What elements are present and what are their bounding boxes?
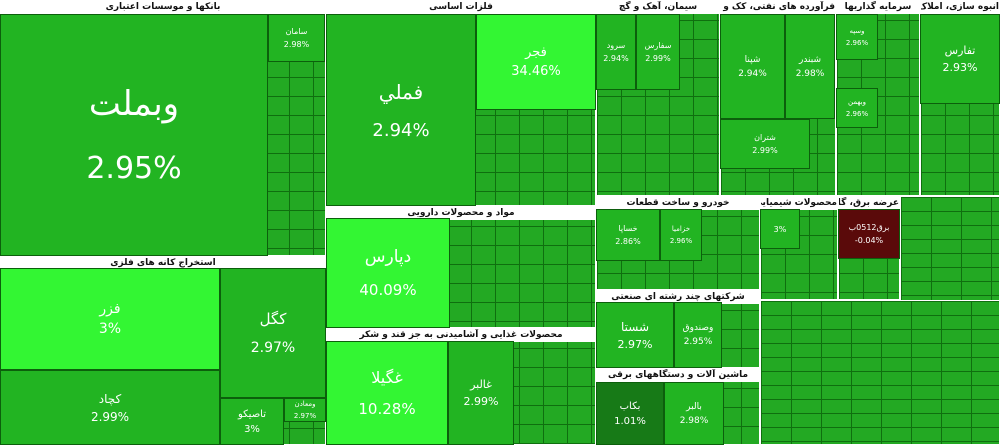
- tile: کگل 2.97%: [220, 268, 326, 398]
- tile-name: فملي: [378, 79, 424, 104]
- tile-name: وبهمن: [848, 98, 866, 106]
- tile-change: 2.99%: [463, 395, 499, 408]
- tile-change: 2.99%: [90, 409, 130, 424]
- tile: بکاب 1.01%: [596, 382, 664, 445]
- tile: سامان 2.98%: [268, 14, 325, 62]
- tile-change: 40.09%: [359, 280, 417, 299]
- tile: ومعادن 2.97%: [284, 398, 326, 422]
- tile: غگیلا 10.28%: [326, 341, 448, 445]
- tile: فزر 3%: [0, 268, 220, 370]
- tile: فجر 34.46%: [476, 14, 596, 110]
- tile-name: دپارس: [364, 247, 412, 268]
- tile-change: 2.98%: [679, 415, 709, 426]
- sector-title: سیمان، آهک و گچ: [597, 1, 719, 14]
- sector-title: مواد و محصولات دارویی: [327, 207, 595, 220]
- tile-change: 3%: [773, 224, 787, 234]
- tile: وسپه 2.96%: [836, 14, 878, 60]
- tile-name: شستا: [620, 319, 650, 334]
- sector-title: عرضه برق، گاز، بخاروآب گرم: [839, 197, 899, 210]
- tile-name: وصندوق: [682, 323, 714, 333]
- tile-name: شتران: [754, 133, 776, 142]
- tile-change: 1.01%: [614, 415, 646, 427]
- tile-change: 2.98%: [795, 68, 825, 79]
- tile: غالبر 2.99%: [448, 341, 514, 445]
- tile-change: 3%: [244, 423, 260, 435]
- tile-change: 2.97%: [250, 340, 296, 356]
- tile-change: 2.97%: [617, 337, 653, 351]
- tile-name: فجر: [525, 45, 547, 60]
- tile-name: وسپه: [849, 27, 865, 35]
- tile-change: 2.95%: [683, 337, 713, 347]
- tile-name: سامان: [285, 27, 308, 36]
- tile-change: 10.28%: [358, 399, 416, 418]
- tile-change: 2.97%: [293, 412, 317, 420]
- tile: خساپا 2.86%: [596, 209, 660, 261]
- sector-title: سرمایه گذاریها: [837, 1, 919, 14]
- tile-name: تاصیکو: [237, 408, 267, 420]
- tile-name: غالبر: [470, 378, 492, 391]
- tile: خزامیا 2.96%: [660, 209, 702, 261]
- tile-change: 2.95%: [86, 151, 182, 187]
- tile: وبملت 2.95%: [0, 14, 268, 256]
- tile: دپارس 40.09%: [326, 218, 450, 328]
- tile: شبندر 2.98%: [785, 14, 835, 119]
- tile-name: بکاب: [619, 400, 641, 412]
- tile-change: 3%: [98, 321, 122, 337]
- tile-name: وبملت: [88, 83, 180, 124]
- tile: برق0512ب -0.04%: [838, 209, 900, 259]
- filler-region: [760, 300, 1000, 445]
- sector-title: فرآورده های نفتی، کک و سوخت هسته ای: [721, 1, 835, 14]
- tile-name: شپنا: [744, 54, 761, 65]
- tile: سفارس 2.99%: [636, 14, 680, 90]
- tile-change: 2.93%: [942, 61, 978, 74]
- tile: شتران 2.99%: [720, 119, 810, 169]
- tile: شپنا 2.94%: [720, 14, 785, 119]
- tile-name: برق0512ب: [848, 223, 890, 232]
- tile-change: -0.04%: [854, 236, 884, 245]
- tile-name: تفارس: [944, 44, 976, 57]
- tile-name: کگل: [259, 310, 287, 328]
- tile-name: ومعادن: [294, 400, 316, 408]
- sector-title: فلزات اساسی: [327, 1, 595, 14]
- tile: سرود 2.94%: [596, 14, 636, 90]
- tile-name: سرود: [606, 41, 626, 50]
- tile: تاصیکو 3%: [220, 398, 284, 445]
- tile-name: غگیلا: [371, 368, 403, 388]
- tile: شستا 2.97%: [596, 302, 674, 368]
- tile-name: شبندر: [798, 54, 822, 65]
- tile-change: 2.96%: [845, 110, 869, 118]
- sector-title: انبوه سازی، املاک و مستغلات: [921, 1, 999, 14]
- tile: تفارس 2.93%: [920, 14, 1000, 104]
- tile-name: فزر: [99, 301, 121, 317]
- tile-change: 34.46%: [511, 64, 561, 79]
- tile-change: 2.94%: [372, 119, 430, 141]
- sector-title: بانکها و موسسات اعتباری: [1, 1, 325, 14]
- tile-change: 2.98%: [283, 40, 310, 49]
- tile-change: 2.94%: [738, 68, 767, 79]
- tile: 3%: [760, 209, 800, 249]
- sector-title: شرکتهای چند رشته ای صنعتی: [597, 291, 759, 304]
- tile: بالبر 2.98%: [664, 382, 724, 445]
- tile-change: 2.94%: [603, 54, 629, 63]
- tile-change: 2.96%: [845, 39, 869, 47]
- sector-title: خودرو و ساخت قطعات: [597, 197, 759, 210]
- tile-name: سفارس: [644, 41, 672, 50]
- tile-name: بالبر: [686, 401, 702, 412]
- tile: فملي 2.94%: [326, 14, 476, 206]
- tile-name: کچاد: [98, 391, 122, 406]
- sector-title: محصولات شیمیایی: [761, 197, 837, 210]
- sector-title: ماشین آلات و دستگاههای برقی: [597, 369, 759, 382]
- tile: وصندوق 2.95%: [674, 302, 722, 368]
- sector-title: استخراج کانه های فلزی: [1, 257, 325, 270]
- tile-change: 2.86%: [615, 237, 641, 246]
- tile: وبهمن 2.96%: [836, 88, 878, 128]
- tile-name: خزامیا: [671, 225, 691, 233]
- tile-change: 2.99%: [645, 54, 671, 63]
- tile: کچاد 2.99%: [0, 370, 220, 445]
- tile-change: 2.99%: [752, 146, 778, 155]
- sector-title: محصولات غذایی و آشامیدنی به جز قند و شکر: [327, 329, 595, 342]
- tile-change: 2.96%: [669, 237, 693, 245]
- tile-name: خساپا: [618, 224, 638, 233]
